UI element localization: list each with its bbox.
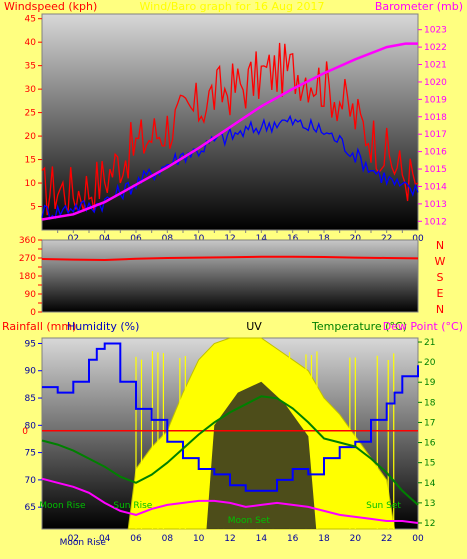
baro-ylabel: Barometer (mb) [375,0,463,13]
wind-ytick-label: 35 [25,62,36,72]
temp-ytick-label: 14 [424,479,436,489]
climate-xtick-label: 04 [99,534,111,544]
wind-panel [41,13,419,231]
dir-ytick-label: 0 [30,308,36,318]
uv-ylabel: UV [246,320,262,333]
wind-xtick-label: 08 [162,234,174,244]
astro-annotation: Sun Rise [113,501,152,511]
compass-label: N [436,239,444,252]
baro-ytick-label: 1019 [424,95,447,105]
wind-xtick-label: 20 [350,234,362,244]
baro-ytick-label: 1013 [424,200,447,210]
temp-ytick-label: 12 [424,519,435,529]
climate-xtick-label: 08 [162,534,174,544]
wind-xtick-label: 06 [130,234,142,244]
dir-ytick-label: 360 [19,236,36,246]
wind-ytick-label: 10 [25,179,37,189]
temp-ylabel: Temperature (°C) [311,320,407,333]
wind-xtick-label: 10 [193,234,205,244]
temp-ytick-label: 15 [424,459,435,469]
wind-xtick-label: 12 [224,234,235,244]
dir-ytick-label: 180 [19,272,36,282]
temp-ytick-label: 18 [424,398,436,408]
climate-xtick-label: 10 [193,534,205,544]
series-humidity [42,342,419,492]
dir-ytick-label: 270 [19,254,36,264]
hum-ytick-label: 80 [25,421,37,431]
wind-ytick-label: 30 [25,85,37,95]
series-barometer [41,42,418,221]
climate-xtick-label: 22 [381,534,392,544]
direction-panel [41,239,419,313]
wind-xtick-label: 00 [412,234,424,244]
compass-label: E [437,287,444,300]
rain-ylabel: Rainfall (mm) [2,320,76,333]
hum-ytick-label: 70 [25,476,37,486]
series-temperature [41,395,419,506]
wind-xtick-label: 04 [99,234,111,244]
hum-ytick-label: 75 [25,449,36,459]
wind-title: Wind/Baro graph for 16 Aug 2017 [140,0,325,13]
astro-annotation: Sun Set [366,501,401,511]
series-wind-speed [41,114,419,221]
wind-xtick-label: 22 [381,234,392,244]
wind-ytick-label: 15 [25,156,36,166]
astro-annotation: Moon Set [228,516,271,526]
wind-ytick-label: 25 [25,109,36,119]
series-dew-point [41,477,419,524]
baro-ytick-label: 1018 [424,113,447,123]
compass-label: W [435,255,446,268]
wind-xtick-label: 02 [68,234,79,244]
climate-xtick-label: 00 [412,534,424,544]
baro-ytick-label: 1015 [424,165,447,175]
wind-ylabel: Windspeed (kph) [4,0,97,13]
wind-ytick-label: 5 [30,203,36,213]
dewpoint-ylabel: Dew Point (°C) [383,320,463,333]
baro-ytick-label: 1020 [424,78,447,88]
climate-xtick-label: 06 [130,534,142,544]
wind-ytick-label: 45 [25,15,36,25]
wind-xtick-label: 18 [318,234,330,244]
temp-ytick-label: 21 [424,338,435,348]
wind-xtick-label: 14 [256,234,268,244]
temp-ytick-label: 20 [424,358,436,368]
baro-ytick-label: 1023 [424,26,447,36]
rain-zero-label: 0 [22,427,28,437]
wind-xtick-label: 16 [287,234,299,244]
climate-xtick-label: 12 [224,534,235,544]
wind-ytick-label: 40 [25,38,37,48]
baro-ytick-label: 1022 [424,43,447,53]
baro-ytick-label: 1012 [424,217,447,227]
climate-xtick-label: 16 [287,534,299,544]
temp-ytick-label: 16 [424,439,436,449]
baro-ytick-label: 1014 [424,182,447,192]
wind-ytick-label: 20 [25,132,37,142]
astro-annotation: Moon Rise [60,538,107,548]
astro-annotation: Moon Rise [39,501,86,511]
temp-ytick-label: 19 [424,378,436,388]
climate-xtick-label: 20 [350,534,362,544]
series-gust [41,42,419,216]
compass-label: N [436,303,444,316]
baro-ytick-label: 1021 [424,61,447,71]
hum-ytick-label: 65 [25,503,36,513]
baro-ytick-label: 1016 [424,148,447,158]
hum-ytick-label: 90 [25,367,37,377]
compass-label: S [437,271,444,284]
temp-ytick-label: 13 [424,499,435,509]
solar-block [206,381,317,529]
climate-xtick-label: 02 [68,534,79,544]
climate-xtick-label: 18 [318,534,330,544]
baro-ytick-label: 1017 [424,130,447,140]
dir-ytick-label: 90 [25,290,37,300]
series-direction [41,255,419,262]
humidity-ylabel: Humidity (%) [67,320,139,333]
hum-ytick-label: 95 [25,339,36,349]
climate-xtick-label: 14 [256,534,268,544]
hum-ytick-label: 85 [25,394,36,404]
temp-ytick-label: 17 [424,418,435,428]
